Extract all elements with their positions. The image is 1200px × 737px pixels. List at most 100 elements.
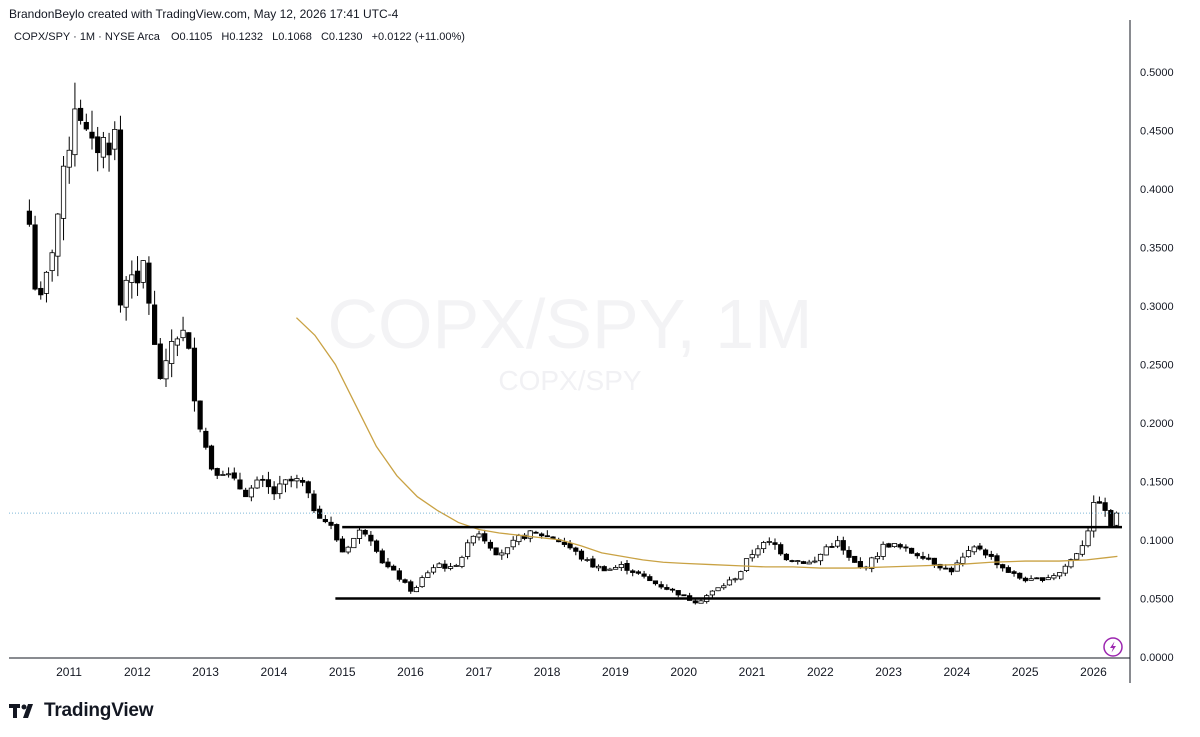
candle[interactable] xyxy=(664,584,670,591)
candle[interactable] xyxy=(1051,573,1057,581)
candle[interactable] xyxy=(931,557,937,568)
candle[interactable] xyxy=(339,536,346,553)
candle[interactable] xyxy=(26,199,32,227)
candle[interactable] xyxy=(533,530,539,534)
candle[interactable] xyxy=(49,249,55,282)
candle[interactable] xyxy=(436,562,442,568)
candle[interactable] xyxy=(140,260,146,289)
candle[interactable] xyxy=(601,565,607,572)
candle[interactable] xyxy=(926,553,932,561)
candle[interactable] xyxy=(55,212,61,277)
candle[interactable] xyxy=(652,580,659,586)
candle[interactable] xyxy=(698,599,704,604)
candle[interactable] xyxy=(66,136,72,184)
candle[interactable] xyxy=(624,560,630,575)
candle[interactable] xyxy=(220,470,226,476)
candle[interactable] xyxy=(544,530,550,538)
candle[interactable] xyxy=(453,563,459,567)
candle[interactable] xyxy=(430,564,437,575)
candle[interactable] xyxy=(351,537,357,549)
candle[interactable] xyxy=(852,555,858,563)
candle[interactable] xyxy=(669,587,676,593)
candle[interactable] xyxy=(214,467,220,480)
candle[interactable] xyxy=(857,557,863,569)
candle[interactable] xyxy=(43,270,50,303)
candle[interactable] xyxy=(186,332,192,350)
candle[interactable] xyxy=(914,552,920,559)
candle[interactable] xyxy=(715,587,721,592)
candle[interactable] xyxy=(89,110,95,150)
candle[interactable] xyxy=(578,549,585,562)
candle[interactable] xyxy=(368,531,374,546)
candle[interactable] xyxy=(402,578,408,584)
candle[interactable] xyxy=(584,557,590,562)
candle[interactable] xyxy=(117,115,124,313)
candle[interactable] xyxy=(829,542,835,548)
candle[interactable] xyxy=(1039,577,1046,583)
candle[interactable] xyxy=(100,131,106,169)
candle[interactable] xyxy=(129,260,135,299)
candle[interactable] xyxy=(1045,574,1051,581)
candle[interactable] xyxy=(721,583,727,590)
candle[interactable] xyxy=(749,549,755,562)
candle[interactable] xyxy=(641,570,647,579)
candle[interactable] xyxy=(766,537,772,546)
candle[interactable] xyxy=(385,557,391,569)
candle[interactable] xyxy=(647,574,653,582)
candle[interactable] xyxy=(510,536,516,550)
candle[interactable] xyxy=(260,475,266,488)
candle[interactable] xyxy=(1113,511,1120,528)
candle[interactable] xyxy=(294,474,300,489)
candle[interactable] xyxy=(112,121,118,161)
lightning-icon[interactable] xyxy=(1103,637,1123,657)
candle[interactable] xyxy=(470,535,476,546)
candle[interactable] xyxy=(356,526,363,544)
candle[interactable] xyxy=(965,545,972,558)
candle[interactable] xyxy=(1005,565,1011,573)
candle[interactable] xyxy=(379,548,385,564)
candle[interactable] xyxy=(459,555,465,569)
candle[interactable] xyxy=(396,568,402,582)
candle[interactable] xyxy=(78,99,84,125)
candle[interactable] xyxy=(60,156,67,241)
candle[interactable] xyxy=(869,556,875,573)
candle[interactable] xyxy=(1096,496,1103,504)
candle[interactable] xyxy=(345,545,351,555)
candle[interactable] xyxy=(299,477,306,487)
candle[interactable] xyxy=(123,276,129,321)
candle[interactable] xyxy=(891,543,898,548)
candle[interactable] xyxy=(874,552,881,563)
candle[interactable] xyxy=(675,590,681,598)
candle[interactable] xyxy=(499,549,505,560)
candle[interactable] xyxy=(595,564,602,572)
candle[interactable] xyxy=(1011,570,1017,577)
candle[interactable] xyxy=(971,545,977,555)
candle[interactable] xyxy=(413,585,420,593)
candle[interactable] xyxy=(465,539,471,560)
candle[interactable] xyxy=(692,599,698,605)
candle[interactable] xyxy=(1062,563,1068,577)
candle[interactable] xyxy=(1000,563,1006,572)
candle[interactable] xyxy=(977,542,983,551)
candle[interactable] xyxy=(755,545,761,558)
candle[interactable] xyxy=(607,567,613,571)
candle[interactable] xyxy=(761,540,767,554)
candle[interactable] xyxy=(231,467,237,481)
candle[interactable] xyxy=(880,541,886,561)
candle[interactable] xyxy=(32,215,38,291)
candle[interactable] xyxy=(903,544,909,552)
candle[interactable] xyxy=(362,529,368,537)
candle[interactable] xyxy=(487,539,494,551)
candle[interactable] xyxy=(1085,526,1091,548)
candle[interactable] xyxy=(419,575,425,588)
candle[interactable] xyxy=(476,530,482,541)
candle[interactable] xyxy=(1022,576,1029,583)
candle[interactable] xyxy=(265,471,272,494)
candle[interactable] xyxy=(886,542,892,548)
candle[interactable] xyxy=(95,126,101,172)
candle[interactable] xyxy=(373,539,380,554)
candle[interactable] xyxy=(163,348,169,387)
candle[interactable] xyxy=(254,476,260,489)
candle[interactable] xyxy=(38,281,44,300)
